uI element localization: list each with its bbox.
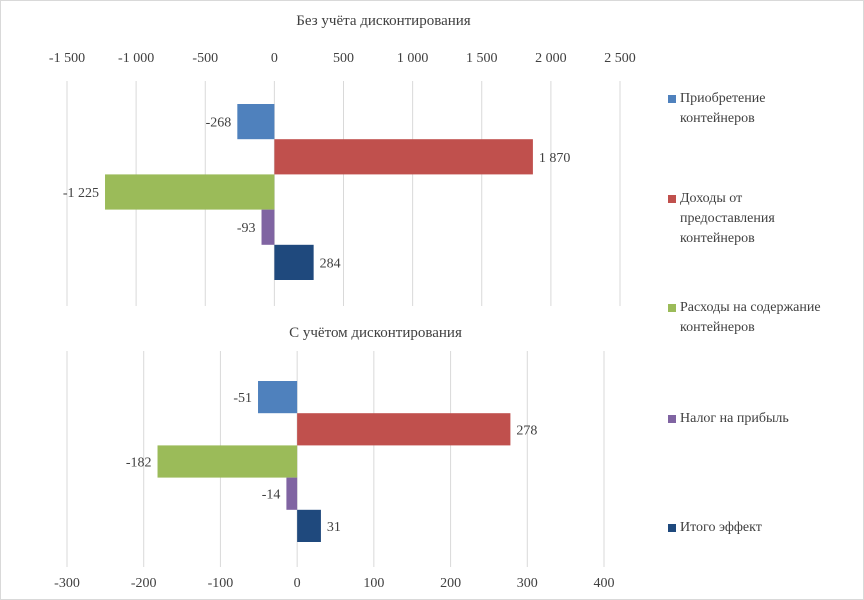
- data-label: -14: [262, 488, 281, 503]
- tick-label: -300: [54, 576, 80, 591]
- tick-label: 2 500: [604, 51, 636, 66]
- legend-swatch-icon: [668, 95, 676, 103]
- legend-item: Налог на прибыль: [668, 409, 858, 429]
- legend-item: Итого эффект: [668, 518, 858, 538]
- tick-label: 200: [440, 576, 461, 591]
- tick-label: -100: [208, 576, 234, 591]
- bar-1: [237, 104, 275, 140]
- bar-3: [157, 445, 298, 478]
- legend-swatch-icon: [668, 195, 676, 203]
- legend-swatch-icon: [668, 524, 676, 532]
- bar-4: [286, 477, 298, 510]
- tick-label: 100: [363, 576, 384, 591]
- legend-label: Расходы на содержание контейнеров: [680, 300, 821, 335]
- bar-2: [274, 139, 533, 175]
- tick-label: 0: [294, 576, 301, 591]
- bar-3: [105, 174, 275, 210]
- tick-label: 1 000: [397, 51, 429, 66]
- data-label: -51: [233, 391, 252, 406]
- data-label: -182: [126, 456, 152, 471]
- bar-4: [261, 209, 275, 245]
- bar-5: [274, 244, 314, 280]
- tick-label: 500: [333, 51, 354, 66]
- legend-label: Налог на прибыль: [680, 411, 789, 426]
- bar-2: [297, 413, 511, 446]
- data-label: 1 870: [539, 151, 571, 166]
- tick-label: 2 000: [535, 51, 567, 66]
- legend-swatch-icon: [668, 304, 676, 312]
- tick-label: -1 000: [118, 51, 154, 66]
- data-label: -93: [237, 221, 256, 236]
- data-label: -1 225: [63, 186, 99, 201]
- data-label: 284: [320, 256, 341, 271]
- tick-label: 0: [271, 51, 278, 66]
- tick-label: 400: [594, 576, 615, 591]
- bar-1: [258, 381, 298, 414]
- legend-item: Доходы от предоставления контейнеров: [668, 189, 858, 249]
- legend-swatch-icon: [668, 415, 676, 423]
- data-label: 31: [327, 520, 341, 535]
- chart-title: С учётом дисконтирования: [289, 325, 462, 341]
- legend-label: Итого эффект: [680, 520, 762, 535]
- legend-item: Расходы на содержание контейнеров: [668, 298, 858, 338]
- legend-item: Приобретение контейнеров: [668, 89, 858, 129]
- data-label: 278: [516, 423, 537, 438]
- tick-label: -500: [192, 51, 218, 66]
- tick-label: -1 500: [49, 51, 85, 66]
- tick-label: 300: [517, 576, 538, 591]
- tick-label: 1 500: [466, 51, 498, 66]
- legend-label: Приобретение контейнеров: [680, 91, 766, 126]
- chart-title: Без учёта дисконтирования: [296, 13, 471, 29]
- bar-5: [297, 509, 321, 542]
- legend-label: Доходы от предоставления контейнеров: [680, 191, 775, 246]
- tick-label: -200: [131, 576, 157, 591]
- data-label: -268: [206, 116, 232, 131]
